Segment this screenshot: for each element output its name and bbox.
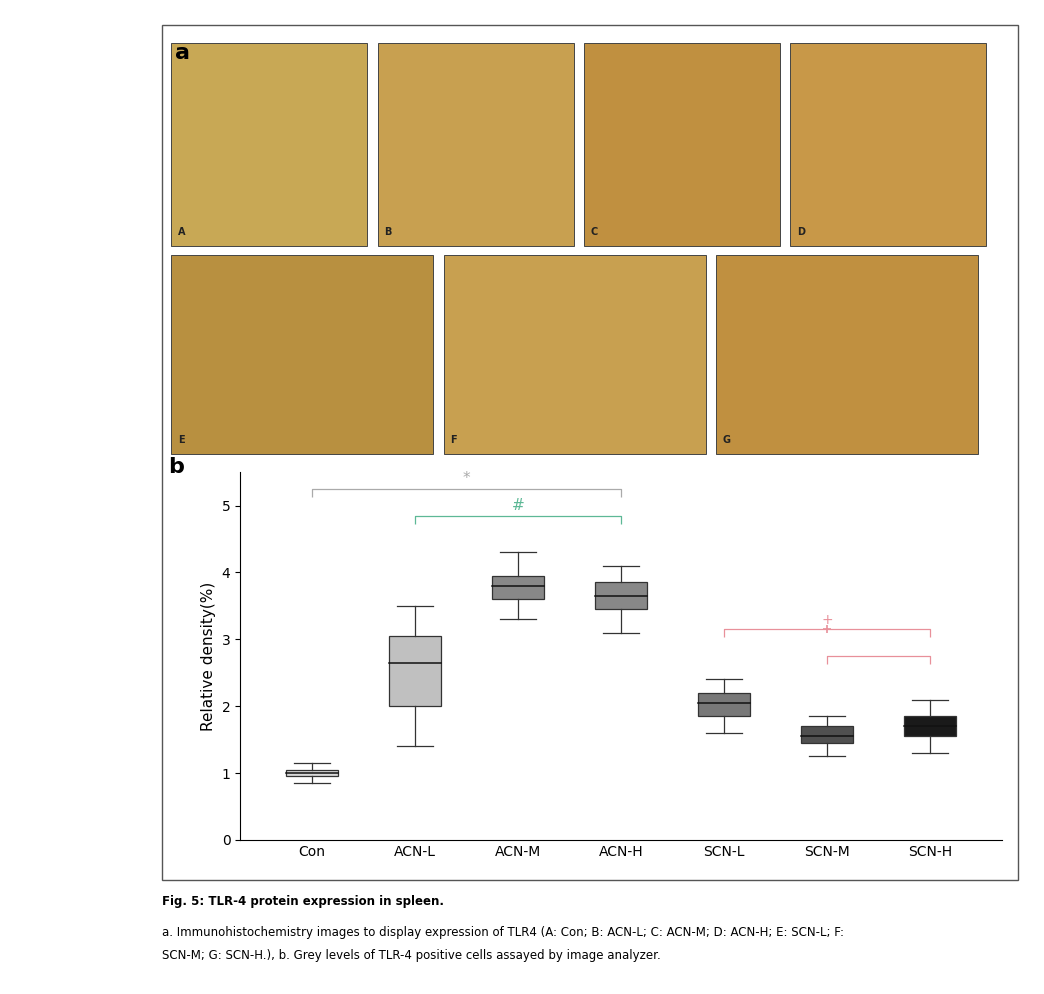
Text: SCN-M; G: SCN-H.), b. Grey levels of TLR-4 positive cells assayed by image analy: SCN-M; G: SCN-H.), b. Grey levels of TLR… (162, 949, 661, 962)
Text: +: + (822, 612, 833, 626)
Text: D: D (797, 228, 805, 238)
Bar (716, 254, 978, 453)
Bar (389, 636, 441, 706)
Text: a. Immunohistochemistry images to display expression of TLR4 (A: Con; B: ACN-L; : a. Immunohistochemistry images to displa… (162, 926, 844, 939)
Text: B: B (384, 228, 392, 238)
Bar (286, 769, 338, 776)
Bar (171, 43, 367, 246)
Bar (493, 576, 544, 599)
Text: b: b (168, 457, 184, 477)
Text: C: C (591, 228, 598, 238)
Bar (790, 43, 987, 246)
Bar (378, 43, 574, 246)
Text: E: E (179, 434, 185, 444)
Text: #: # (512, 498, 524, 513)
Text: F: F (450, 434, 457, 444)
Bar (904, 717, 956, 737)
Bar (698, 693, 750, 717)
Y-axis label: Relative density(%): Relative density(%) (200, 581, 216, 731)
Bar (162, 25, 1018, 880)
Bar (584, 43, 780, 246)
Bar (595, 582, 647, 609)
Bar (171, 254, 433, 453)
Bar (444, 254, 706, 453)
Text: G: G (722, 434, 731, 444)
Bar (802, 727, 853, 743)
Text: a: a (175, 43, 190, 63)
Text: A: A (179, 228, 186, 238)
Text: Fig. 5: TLR-4 protein expression in spleen.: Fig. 5: TLR-4 protein expression in sple… (162, 895, 444, 908)
Text: *: * (462, 471, 471, 486)
